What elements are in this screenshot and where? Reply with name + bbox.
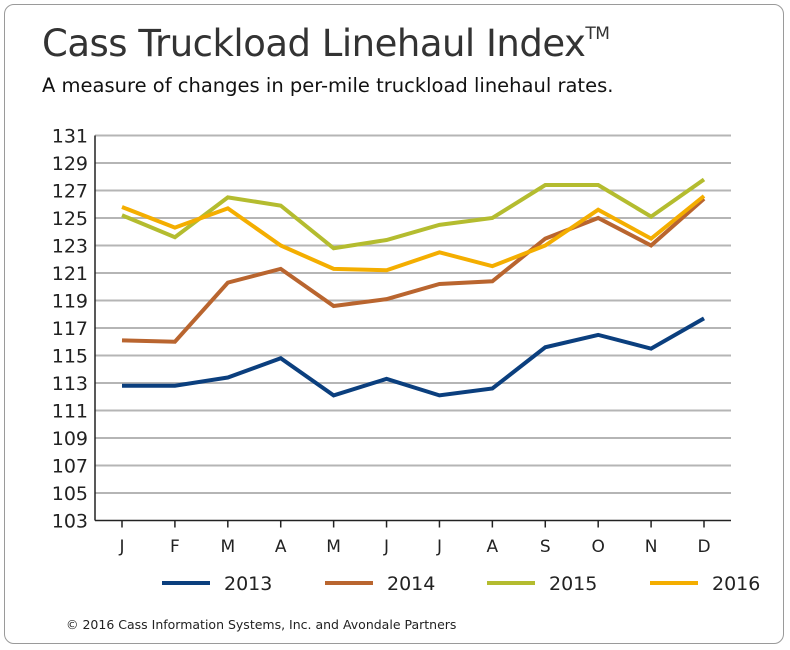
title-text: Cass Truckload Linehaul Index [42, 22, 586, 65]
y-tick-label: 103 [52, 511, 88, 533]
x-tick-label: D [697, 537, 710, 557]
x-tick-label: A [487, 537, 499, 557]
legend-label-2015: 2015 [549, 573, 597, 595]
x-tick-label: M [220, 537, 235, 557]
y-tick-label: 105 [52, 483, 88, 505]
y-tick-label: 113 [52, 373, 88, 395]
y-tick-label: 119 [52, 291, 88, 313]
legend-label-2013: 2013 [224, 573, 272, 595]
y-tick-label: 107 [52, 456, 88, 478]
series-line-2013 [122, 316, 705, 398]
y-tick-label: 125 [52, 208, 88, 230]
series-line-2014 [121, 197, 706, 344]
series-line-2015 [121, 177, 706, 251]
x-tick-label: O [591, 537, 604, 557]
chart-subtitle: A measure of changes in per-mile trucklo… [42, 74, 614, 97]
y-tick-label: 121 [52, 263, 88, 285]
y-tick-label: 127 [52, 181, 88, 203]
x-tick-label: A [275, 537, 287, 557]
x-tick-label: J [383, 537, 389, 557]
x-tick-label: J [436, 537, 442, 557]
x-tick-label: M [326, 537, 341, 557]
x-tick-label: S [540, 537, 551, 557]
copyright: © 2016 Cass Information Systems, Inc. an… [66, 617, 457, 632]
x-tick-label: F [170, 537, 180, 557]
y-tick-label: 131 [52, 126, 88, 148]
x-tick-label: N [645, 537, 658, 557]
legend-label-2014: 2014 [387, 573, 435, 595]
y-tick-label: 129 [52, 153, 88, 175]
y-tick-label: 123 [52, 236, 88, 258]
x-tick-label: J [118, 537, 124, 557]
trademark: TM [585, 24, 610, 44]
y-tick-label: 115 [52, 346, 88, 368]
y-tick-label: 111 [52, 401, 88, 423]
chart-frame [4, 4, 784, 644]
series-line-2016 [121, 194, 706, 273]
legend-label-2016: 2016 [712, 573, 760, 595]
y-tick-label: 117 [52, 318, 88, 340]
chart-title: Cass Truckload Linehaul IndexTM [42, 22, 610, 65]
y-tick-label: 109 [52, 428, 88, 450]
